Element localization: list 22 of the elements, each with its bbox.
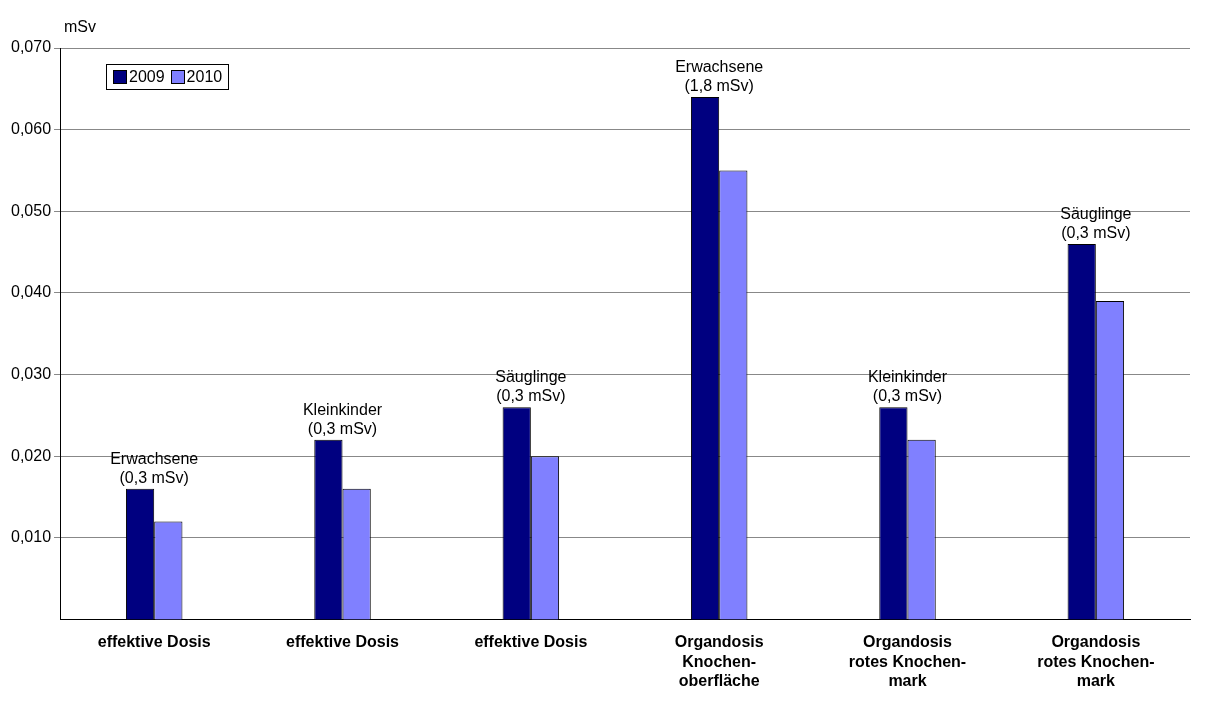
x-tick-label: effektive Dosis (97, 633, 211, 651)
y-tick-label: 0,050 (10, 201, 52, 219)
x-tick-label: Organdosis rotes Knochen- mark (848, 633, 967, 689)
y-tick-label: 0,020 (10, 446, 52, 464)
x-tick-label: effektive Dosis (474, 633, 588, 651)
annotation: Erwachsene (0,3 mSv) (110, 449, 199, 486)
legend-label: 2009 (129, 68, 165, 86)
legend-label: 2010 (186, 68, 223, 86)
annotation: Säuglinge (0,3 mSv) (1060, 204, 1132, 241)
annotation: Erwachsene (1,8 mSv) (675, 57, 764, 94)
x-tick-label: Organdosis Knochen- oberfläche (674, 633, 764, 689)
annotation: Kleinkinder (0,3 mSv) (867, 368, 948, 405)
annotation: Kleinkinder (0,3 mSv) (302, 400, 383, 437)
x-tick-label: Organdosis rotes Knochen- mark (1037, 633, 1155, 689)
y-tick-label: 0,070 (10, 38, 52, 56)
y-tick-label: 0,060 (10, 120, 52, 138)
y-tick-label: 0,040 (10, 283, 52, 301)
annotation: Säuglinge (0,3 mSv) (495, 368, 567, 405)
y-axis-title: mSv (64, 18, 96, 36)
y-tick-label: 0,030 (10, 364, 52, 382)
x-tick-label: effektive Dosis (286, 633, 400, 651)
y-tick-label: 0,010 (10, 528, 52, 546)
